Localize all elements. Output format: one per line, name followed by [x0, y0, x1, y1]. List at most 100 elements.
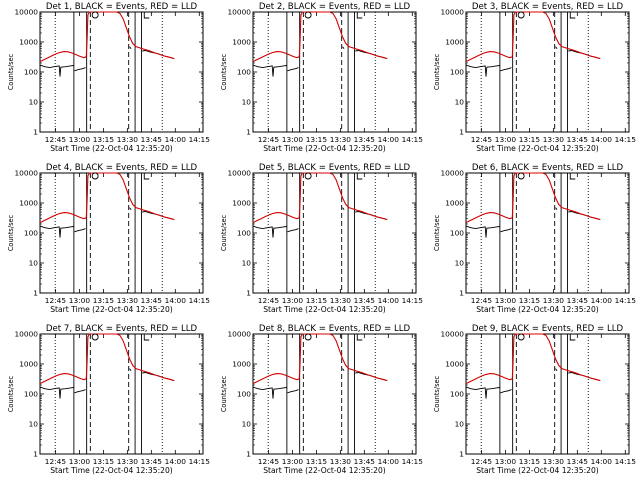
x-tick-label: 13:30: [117, 135, 139, 144]
x-tick-label: 12:45: [45, 296, 67, 305]
x-tick-label: 13:00: [69, 135, 91, 144]
marker-circle: [517, 333, 525, 341]
y-tick-label: 10000: [440, 8, 464, 17]
marker-bracket: [356, 11, 363, 19]
y-axis-label: Counts/sec: [433, 53, 441, 90]
y-axis-label: Counts/sec: [7, 214, 15, 251]
events-series: [252, 386, 287, 399]
x-tick-label: 13:00: [495, 457, 517, 466]
events-series: [500, 389, 512, 394]
x-axis-label: Start Time (22-Oct-04 12:35:20): [50, 144, 173, 153]
y-tick-label: 10000: [14, 169, 38, 178]
y-axis-label: Counts/sec: [7, 53, 15, 90]
x-tick-label: 14:15: [402, 296, 424, 305]
x-tick-label: 14:15: [189, 135, 211, 144]
y-tick-label: 10000: [227, 330, 251, 339]
marker-bracket: [356, 333, 363, 341]
lld-series: [252, 333, 388, 385]
y-tick-label: 10: [29, 259, 39, 268]
y-tick-label: 10000: [440, 169, 464, 178]
y-tick-label: 10000: [227, 169, 251, 178]
x-tick-label: 13:00: [282, 296, 304, 305]
x-tick-label: 13:15: [519, 457, 541, 466]
events-series: [39, 64, 74, 77]
x-tick-label: 13:45: [354, 457, 376, 466]
events-series: [342, 46, 345, 49]
panel-det-2: Det 2, BLACK = Events, RED = LLD 1 10 100 10…: [220, 2, 423, 153]
events-series: [342, 368, 345, 371]
y-tick-label: 1: [459, 289, 464, 298]
x-tick-label: 14:15: [189, 296, 211, 305]
x-tick-label: 14:15: [189, 457, 211, 466]
panel-title: Det 3, BLACK = Events, RED = LLD: [472, 2, 624, 12]
y-tick-label: 100: [24, 68, 38, 77]
events-series: [555, 46, 558, 49]
marker-bracket: [143, 333, 150, 341]
x-tick-label: 12:45: [45, 135, 67, 144]
x-tick-label: 13:30: [543, 135, 565, 144]
plot-frame: [465, 333, 630, 455]
y-tick-label: 10: [29, 420, 39, 429]
y-tick-label: 1: [33, 289, 38, 298]
x-tick-label: 13:30: [330, 457, 352, 466]
x-tick-label: 14:00: [378, 457, 400, 466]
y-tick-label: 1: [246, 450, 251, 459]
x-tick-label: 13:45: [141, 135, 163, 144]
events-series: [287, 389, 299, 394]
panel-title: Det 5, BLACK = Events, RED = LLD: [259, 163, 411, 173]
y-tick-label: 1000: [232, 199, 251, 208]
x-axis-label: Start Time (22-Oct-04 12:35:20): [263, 144, 386, 153]
x-tick-label: 14:00: [378, 135, 400, 144]
events-series: [129, 368, 132, 371]
x-tick-label: 14:15: [402, 135, 424, 144]
x-tick-label: 13:15: [306, 296, 328, 305]
panel-det-7: Det 7, BLACK = Events, RED = LLD 1 10 100 10…: [7, 324, 210, 475]
x-tick-label: 13:45: [141, 457, 163, 466]
x-axis-label: Start Time (22-Oct-04 12:35:20): [263, 305, 386, 314]
x-tick-label: 13:15: [519, 135, 541, 144]
marker-bracket: [569, 11, 576, 19]
plot-frame: [39, 11, 204, 133]
lld-series: [39, 11, 175, 63]
x-tick-label: 13:45: [141, 296, 163, 305]
y-tick-label: 1000: [232, 360, 251, 369]
x-tick-label: 13:00: [69, 457, 91, 466]
x-tick-label: 13:00: [69, 296, 91, 305]
x-tick-label: 13:00: [495, 296, 517, 305]
x-tick-label: 13:15: [519, 296, 541, 305]
events-series: [39, 225, 74, 238]
panel-det-3: Det 3, BLACK = Events, RED = LLD 1 10 100 10…: [433, 2, 636, 153]
events-series: [252, 64, 287, 77]
panel-title: Det 1, BLACK = Events, RED = LLD: [46, 2, 198, 12]
x-tick-label: 12:45: [45, 457, 67, 466]
plot-frame: [252, 333, 417, 455]
y-axis-label: Counts/sec: [220, 375, 228, 412]
plot-frame: [465, 11, 630, 133]
panel-det-5: Det 5, BLACK = Events, RED = LLD 1 10 100 10…: [220, 163, 423, 314]
marker-circle: [91, 172, 99, 180]
y-tick-label: 1: [459, 128, 464, 137]
y-tick-label: 1000: [445, 38, 464, 47]
y-tick-label: 10: [29, 98, 39, 107]
marker-bracket: [569, 333, 576, 341]
y-tick-label: 1000: [445, 199, 464, 208]
y-tick-label: 100: [450, 390, 464, 399]
y-tick-label: 10000: [440, 330, 464, 339]
y-axis-label: Counts/sec: [433, 214, 441, 251]
marker-circle: [304, 172, 312, 180]
lld-series: [39, 333, 175, 385]
x-tick-label: 13:45: [567, 296, 589, 305]
y-tick-label: 100: [237, 390, 251, 399]
x-tick-label: 14:00: [165, 135, 187, 144]
panel-title: Det 8, BLACK = Events, RED = LLD: [259, 324, 411, 334]
x-axis-label: Start Time (22-Oct-04 12:35:20): [476, 144, 599, 153]
marker-circle: [91, 333, 99, 341]
events-series: [129, 46, 132, 49]
y-tick-label: 1: [33, 128, 38, 137]
x-tick-label: 13:30: [543, 457, 565, 466]
x-tick-label: 13:30: [117, 296, 139, 305]
y-tick-label: 1000: [19, 38, 38, 47]
x-tick-label: 13:30: [330, 135, 352, 144]
marker-circle: [304, 11, 312, 19]
